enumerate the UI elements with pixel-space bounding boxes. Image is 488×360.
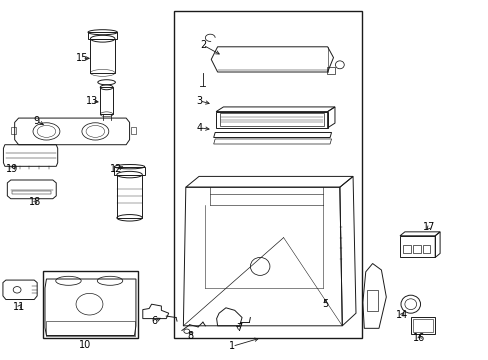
Text: 15: 15 xyxy=(76,53,88,63)
Text: 16: 16 xyxy=(412,333,425,343)
Text: 8: 8 xyxy=(187,330,193,341)
Text: 1: 1 xyxy=(229,341,235,351)
Bar xyxy=(46,321,135,336)
Text: 17: 17 xyxy=(422,222,435,232)
Bar xyxy=(173,11,361,338)
Bar xyxy=(131,127,136,134)
Bar xyxy=(90,39,115,73)
Bar xyxy=(366,290,377,311)
Text: 14: 14 xyxy=(395,310,407,320)
Bar xyxy=(43,271,138,338)
Bar xyxy=(326,67,335,74)
Bar xyxy=(117,175,142,218)
Text: 6: 6 xyxy=(151,316,157,326)
Text: 18: 18 xyxy=(29,197,41,207)
Bar xyxy=(412,245,420,253)
Text: 4: 4 xyxy=(196,123,202,133)
Bar xyxy=(422,245,429,253)
Text: 7: 7 xyxy=(236,323,242,333)
Text: 10: 10 xyxy=(79,340,92,350)
Bar xyxy=(100,87,113,114)
Bar xyxy=(11,127,16,134)
Text: 3: 3 xyxy=(196,96,202,106)
Text: 12: 12 xyxy=(110,164,122,174)
Bar xyxy=(114,167,144,175)
Text: 13: 13 xyxy=(85,96,98,106)
Text: 11: 11 xyxy=(13,302,26,312)
Bar xyxy=(403,245,410,253)
Text: 9: 9 xyxy=(34,116,40,126)
Bar xyxy=(12,191,51,194)
Bar xyxy=(88,32,117,40)
Text: 5: 5 xyxy=(322,299,327,309)
Bar xyxy=(410,317,434,334)
Text: 19: 19 xyxy=(6,164,19,174)
Bar xyxy=(412,319,432,332)
Text: 2: 2 xyxy=(200,40,205,50)
Bar xyxy=(399,236,434,257)
